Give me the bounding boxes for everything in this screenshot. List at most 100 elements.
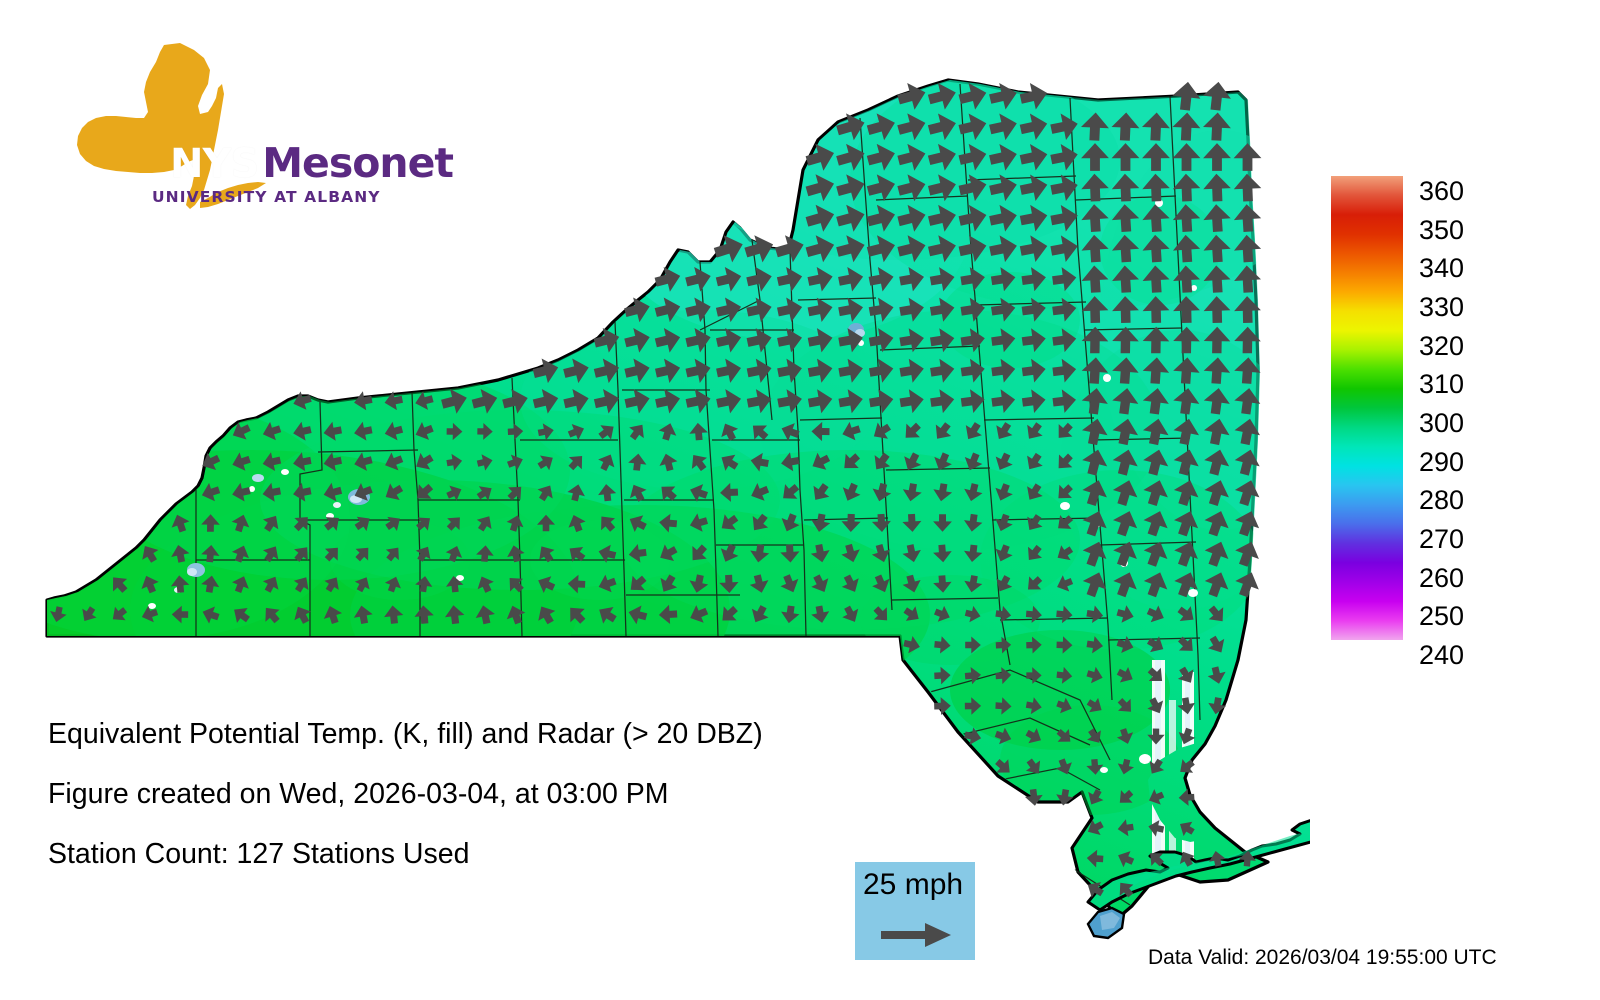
wind-arrow — [507, 545, 525, 563]
wind-arrow — [112, 606, 128, 621]
wind-arrow — [1025, 758, 1041, 774]
wind-arrow — [1146, 605, 1164, 623]
long-island-fill — [1086, 819, 1310, 912]
wind-arrow — [446, 453, 463, 471]
wind-arrow — [1142, 326, 1170, 354]
wind-arrow — [1028, 544, 1042, 560]
wind-arrow — [1118, 851, 1135, 868]
wind-arrow — [964, 697, 982, 715]
wind-arrow — [1111, 204, 1140, 232]
wind-arrow — [690, 484, 708, 502]
wind-arrow — [598, 484, 617, 502]
wind-arrow — [507, 454, 523, 471]
wind-arrow — [805, 174, 834, 202]
wind-arrow — [1204, 511, 1229, 537]
wind-legend-label: 25 mph — [863, 868, 964, 901]
wind-arrow — [1179, 851, 1195, 867]
wind-arrow — [628, 544, 647, 563]
wind-arrow — [1173, 265, 1200, 293]
wind-arrow — [902, 544, 921, 563]
wind-arrow — [1111, 112, 1140, 141]
wind-arrow — [384, 391, 403, 411]
wind-arrow — [598, 454, 615, 471]
wind-arrow — [689, 513, 708, 532]
wind-arrow — [629, 515, 647, 532]
wind-arrow — [810, 544, 830, 563]
wind-arrow — [171, 514, 190, 533]
wind-arrow — [628, 453, 647, 471]
wind-arrow — [1142, 173, 1170, 202]
wind-arrow — [934, 636, 951, 654]
wind-arrow — [1142, 204, 1170, 232]
wind-arrow — [781, 513, 800, 532]
wind-arrow — [446, 576, 464, 593]
wind-arrow — [721, 514, 739, 530]
wind-arrow — [964, 727, 982, 745]
wind-arrow — [1021, 267, 1046, 292]
wind-arrow — [685, 389, 711, 414]
wind-speed-legend: 25 mph — [855, 862, 975, 960]
wind-arrow — [872, 574, 890, 593]
wind-arrow — [690, 605, 709, 623]
wind-arrow — [1116, 728, 1134, 744]
wind-arrow — [1235, 541, 1259, 567]
wind-arrow — [1082, 572, 1107, 598]
wind-arrow — [995, 513, 1013, 532]
colorbar-tick-labels: 360 350 340 330 320 310 300 290 280 270 260 250 240 — [1419, 176, 1579, 669]
wind-arrow — [1142, 112, 1170, 141]
wind-arrow — [746, 389, 772, 414]
wind-arrow — [654, 267, 681, 292]
wind-arrow — [838, 389, 863, 414]
wind-arrow — [630, 484, 647, 502]
wind-arrow — [593, 328, 620, 353]
wind-arrow — [1056, 666, 1073, 684]
wind-arrow — [1174, 541, 1198, 567]
wind-arrow — [930, 328, 955, 353]
wind-arrow — [1203, 326, 1231, 354]
wind-arrow — [262, 482, 281, 502]
wind-arrow — [935, 422, 952, 439]
wind-arrow — [934, 697, 951, 715]
wind-arrow — [415, 546, 431, 562]
wind-arrow — [866, 204, 895, 232]
wind-arrow — [1147, 667, 1163, 681]
wind-arrow — [746, 328, 772, 353]
wind-arrow — [812, 452, 831, 470]
wind-arrow — [813, 483, 830, 500]
wind-arrow — [897, 83, 926, 110]
wind-arrow — [384, 605, 404, 624]
wind-arrow — [1113, 572, 1137, 598]
wind-arrow — [476, 516, 492, 532]
wind-arrow — [958, 113, 987, 141]
wind-arrow — [964, 575, 983, 593]
wind-arrow — [899, 267, 924, 292]
wind-arrow — [836, 235, 865, 263]
wind-arrow — [1057, 575, 1074, 592]
wind-arrow — [445, 546, 463, 563]
wind-arrow — [567, 574, 586, 594]
wind-arrow — [660, 574, 678, 592]
wind-arrow — [989, 204, 1017, 232]
wind-arrow — [836, 204, 865, 232]
wind-arrow — [1087, 728, 1101, 743]
wind-arrow — [868, 297, 894, 322]
wind-arrow — [1028, 576, 1043, 590]
wind-arrow — [142, 546, 159, 563]
wind-arrow — [719, 574, 739, 593]
wind-arrow — [927, 143, 956, 171]
wind-arrow — [807, 389, 833, 414]
wind-arrow — [964, 544, 983, 562]
wind-arrow — [689, 574, 709, 593]
wind-arrow — [1086, 636, 1103, 654]
wind-arrow — [201, 545, 220, 563]
wind-arrow — [1178, 788, 1195, 806]
wind-arrow — [904, 452, 922, 470]
wind-arrow — [991, 389, 1016, 413]
wind-arrow — [958, 83, 987, 110]
colorbar-tick-280: 280 — [1419, 485, 1465, 516]
wind-arrow — [354, 421, 373, 441]
wind-arrow — [538, 606, 556, 625]
wind-arrow — [1056, 605, 1073, 624]
wind-arrow — [777, 389, 802, 414]
wind-arrow — [964, 483, 983, 502]
